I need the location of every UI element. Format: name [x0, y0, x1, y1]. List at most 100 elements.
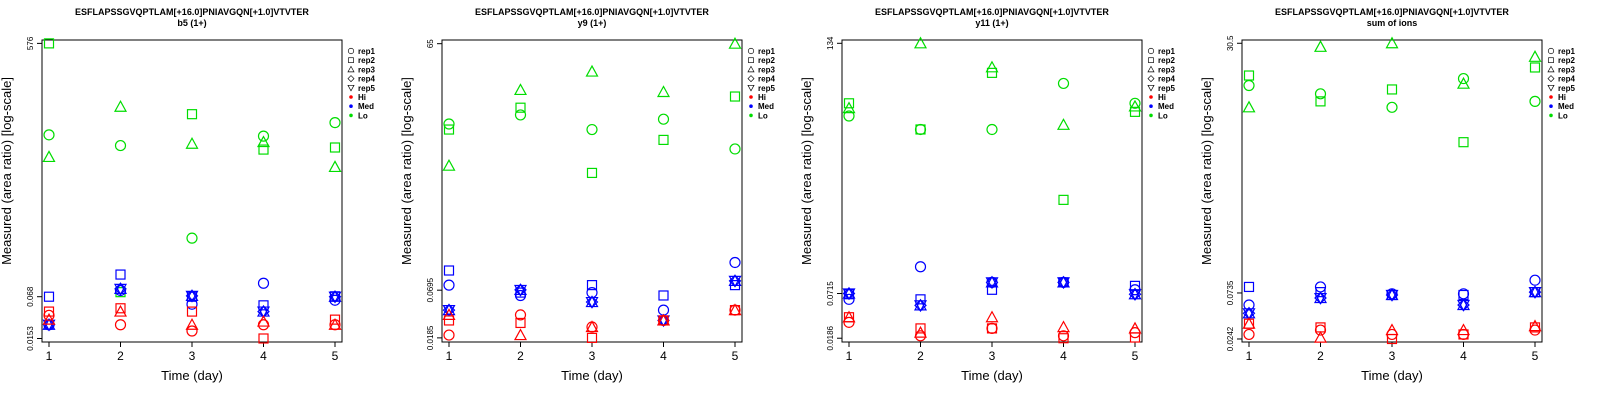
legend-label: rep4	[1158, 75, 1175, 84]
data-point	[842, 310, 856, 323]
legend-marker	[348, 57, 354, 64]
data-point	[1128, 99, 1142, 112]
legend-label: Lo	[358, 111, 368, 120]
data-point	[443, 265, 455, 276]
data-point	[443, 124, 455, 135]
data-point	[1242, 316, 1256, 329]
data-point	[43, 291, 55, 302]
x-tick-label: 2	[1317, 349, 1324, 363]
data-point	[1243, 70, 1255, 81]
legend-label: rep2	[1158, 56, 1175, 65]
data-point	[729, 91, 741, 102]
data-point	[728, 275, 742, 288]
legend-label: Hi	[758, 93, 766, 102]
data-point	[843, 98, 855, 109]
data-point	[1128, 289, 1142, 301]
data-point	[1315, 322, 1326, 333]
legend-label: rep1	[1158, 47, 1175, 56]
data-point	[914, 123, 927, 136]
data-point	[513, 284, 528, 297]
data-point	[914, 261, 927, 273]
data-point	[1528, 285, 1542, 299]
data-point	[328, 317, 342, 330]
y-tick-label: 0.068	[26, 286, 35, 307]
data-point	[1456, 323, 1471, 336]
data-point	[514, 309, 527, 321]
x-tick-label: 4	[260, 349, 267, 363]
y-axis-label: Measured (area ratio) [log-scale]	[799, 77, 814, 265]
data-point	[729, 256, 741, 269]
legend-label: Lo	[1558, 111, 1568, 120]
legend-label: rep3	[758, 65, 775, 74]
data-point	[42, 312, 56, 325]
data-point	[113, 304, 128, 317]
legend-label: rep4	[758, 75, 775, 84]
data-point	[585, 320, 599, 333]
chart-subtitle: b5 (1+)	[177, 18, 206, 28]
data-point	[915, 294, 926, 305]
y-axis-label: Measured (area ratio) [log-scale]	[399, 77, 414, 265]
legend-marker	[347, 84, 355, 92]
data-point	[443, 118, 455, 130]
data-point	[257, 130, 270, 142]
legend-label: rep1	[758, 47, 775, 56]
legend-marker	[1547, 75, 1555, 83]
data-point	[986, 284, 998, 295]
data-point	[1242, 308, 1256, 321]
data-point	[1385, 323, 1399, 336]
data-point	[42, 150, 56, 163]
legend-marker	[1149, 95, 1153, 99]
legend-label: Lo	[1158, 111, 1168, 120]
chart-subtitle: y11 (1+)	[975, 18, 1008, 28]
data-point	[986, 67, 998, 78]
data-point	[1243, 281, 1255, 293]
y-tick-label: 65	[426, 39, 435, 48]
data-point	[985, 310, 999, 323]
legend-label: Med	[358, 102, 374, 111]
data-point	[729, 143, 741, 155]
data-point	[115, 303, 126, 314]
legend-marker	[349, 113, 353, 118]
data-point	[185, 317, 199, 330]
legend-label: rep3	[1558, 65, 1575, 74]
data-point	[442, 158, 456, 171]
legend-label: rep5	[358, 84, 375, 93]
data-point	[586, 280, 598, 291]
data-point	[986, 322, 998, 335]
data-point	[1386, 101, 1398, 113]
data-point	[43, 306, 55, 317]
data-point	[1314, 291, 1327, 305]
data-point	[1456, 76, 1471, 89]
x-tick-label: 3	[1389, 349, 1396, 363]
legend-label: rep4	[1558, 75, 1575, 84]
legend-label: rep3	[1158, 65, 1175, 74]
data-point	[1314, 281, 1327, 293]
x-tick-label: 3	[589, 349, 596, 363]
x-tick-label: 1	[1246, 349, 1253, 363]
data-point	[185, 137, 199, 149]
y-tick-label: 0.0242	[1226, 326, 1235, 351]
y-axis-label: Measured (area ratio) [log-scale]	[0, 77, 14, 265]
x-tick-label: 1	[46, 349, 53, 363]
legend-label: rep5	[1558, 84, 1575, 93]
data-point	[656, 85, 671, 98]
legend-label: Lo	[758, 111, 768, 120]
legend-marker	[748, 57, 754, 64]
data-point	[1058, 194, 1069, 205]
data-point	[1458, 137, 1469, 148]
legend-label: Hi	[358, 93, 366, 102]
data-point	[1058, 333, 1069, 344]
data-point	[843, 293, 855, 305]
data-point	[586, 332, 598, 343]
data-point	[114, 139, 127, 152]
data-point	[1056, 277, 1071, 290]
plot-frame	[41, 39, 343, 343]
data-point	[1315, 287, 1326, 298]
x-tick-label: 4	[660, 349, 667, 363]
y-tick-label: 0.0185	[426, 325, 435, 350]
legend-marker	[1149, 113, 1153, 118]
data-point	[258, 144, 269, 155]
legend-marker	[1147, 75, 1155, 83]
data-point	[186, 325, 198, 337]
data-point	[1129, 280, 1141, 291]
